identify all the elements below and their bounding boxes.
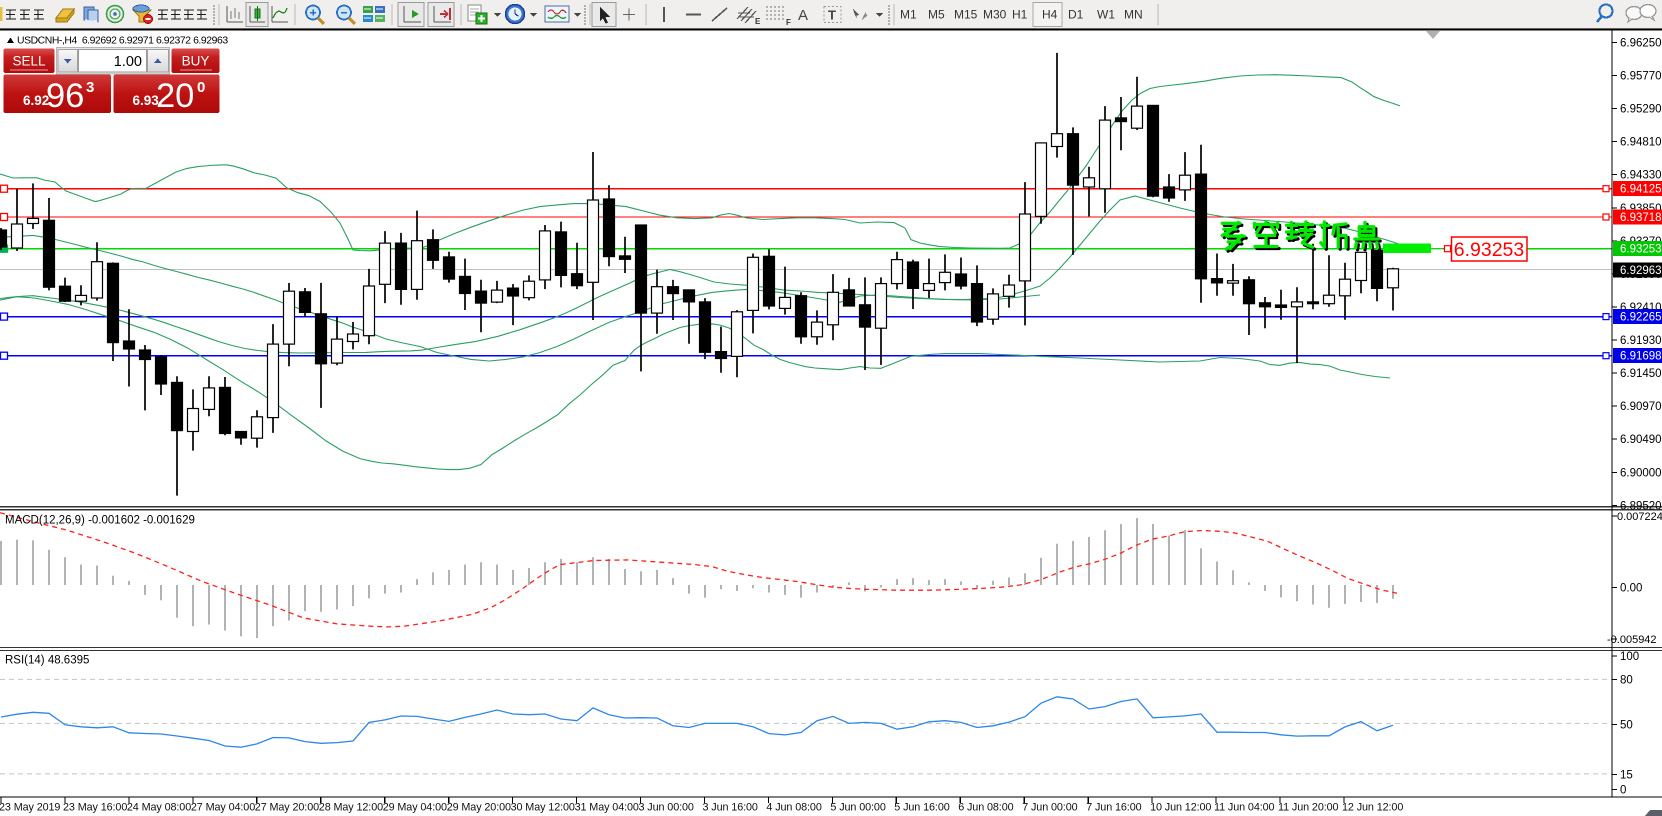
svg-text:6.93253: 6.93253 (1454, 239, 1525, 261)
svg-text:3 Jun 00:00: 3 Jun 00:00 (639, 802, 694, 814)
svg-text:12 Jun 12:00: 12 Jun 12:00 (1342, 802, 1403, 814)
svg-text:30 May 12:00: 30 May 12:00 (511, 802, 575, 814)
svg-text:E: E (755, 17, 761, 26)
svg-text:11 Jun 04:00: 11 Jun 04:00 (1214, 802, 1275, 814)
svg-text:27 May 20:00: 27 May 20:00 (255, 802, 319, 814)
svg-text:6.92: 6.92 (23, 93, 49, 108)
svg-text:6.92265: 6.92265 (1620, 312, 1662, 324)
svg-text:6.91450: 6.91450 (1620, 368, 1662, 380)
svg-text:6.89520: 6.89520 (1620, 500, 1662, 512)
svg-text:50: 50 (1620, 719, 1633, 731)
svg-text:80: 80 (1620, 674, 1633, 686)
svg-text:SELL: SELL (12, 54, 46, 69)
svg-text:6 Jun 08:00: 6 Jun 08:00 (958, 802, 1013, 814)
svg-text:MACD(12,26,9) -0.001602 -0.001: MACD(12,26,9) -0.001602 -0.001629 (5, 515, 195, 527)
svg-text:6.96250: 6.96250 (1620, 37, 1662, 49)
svg-text:28 May 12:00: 28 May 12:00 (319, 802, 383, 814)
svg-text:A: A (798, 7, 808, 24)
svg-text:5 Jun 16:00: 5 Jun 16:00 (894, 802, 949, 814)
svg-text:0: 0 (197, 79, 205, 96)
svg-text:7 Jun 00:00: 7 Jun 00:00 (1022, 802, 1077, 814)
svg-text:M30: M30 (983, 8, 1007, 22)
svg-text:H4: H4 (1042, 8, 1058, 22)
svg-text:H1: H1 (1012, 8, 1028, 22)
svg-text:T: T (828, 8, 836, 23)
svg-text:7 Jun 16:00: 7 Jun 16:00 (1086, 802, 1141, 814)
svg-text:24 May 08:00: 24 May 08:00 (127, 802, 191, 814)
svg-text:31 May 04:00: 31 May 04:00 (575, 802, 639, 814)
svg-text:MN: MN (1124, 8, 1143, 22)
svg-text:6.92963: 6.92963 (1620, 265, 1662, 277)
svg-text:6.93253: 6.93253 (1620, 244, 1662, 256)
svg-text:M5: M5 (928, 8, 945, 22)
svg-text:6.94810: 6.94810 (1620, 137, 1662, 149)
svg-text:6.94125: 6.94125 (1620, 184, 1662, 196)
svg-text:6.91930: 6.91930 (1620, 335, 1662, 347)
svg-text:6.90970: 6.90970 (1620, 401, 1662, 413)
svg-text:23 May 2019: 23 May 2019 (0, 802, 60, 814)
svg-text:3: 3 (86, 79, 94, 96)
svg-text:96: 96 (46, 77, 84, 115)
svg-text:100: 100 (1620, 651, 1639, 663)
svg-text:6.91698: 6.91698 (1620, 351, 1662, 363)
svg-text:0.007224: 0.007224 (1617, 511, 1662, 523)
svg-text:D1: D1 (1068, 8, 1084, 22)
svg-text:5 Jun 00:00: 5 Jun 00:00 (830, 802, 885, 814)
svg-text:6.93718: 6.93718 (1620, 212, 1662, 224)
svg-text:6.95290: 6.95290 (1620, 104, 1662, 116)
svg-text:3 Jun 16:00: 3 Jun 16:00 (703, 802, 758, 814)
svg-text:29 May 20:00: 29 May 20:00 (447, 802, 511, 814)
svg-text:6.90490: 6.90490 (1620, 434, 1662, 446)
svg-text:11 Jun 20:00: 11 Jun 20:00 (1278, 802, 1339, 814)
svg-text:USDCNH-,H4 6.92692 6.92971 6.: USDCNH-,H4 6.92692 6.92971 6.92372 6.929… (17, 36, 228, 47)
svg-text:10 Jun 12:00: 10 Jun 12:00 (1150, 802, 1211, 814)
svg-text:F: F (786, 18, 791, 27)
svg-text:6.94330: 6.94330 (1620, 170, 1662, 182)
svg-text:-0.005942: -0.005942 (1607, 634, 1657, 646)
svg-text:20: 20 (156, 77, 194, 115)
svg-text:1.00: 1.00 (114, 54, 142, 70)
svg-text:W1: W1 (1097, 8, 1115, 22)
svg-text:29 May 04:00: 29 May 04:00 (383, 802, 447, 814)
svg-text:6.93: 6.93 (133, 93, 160, 108)
svg-text:6.95770: 6.95770 (1620, 71, 1662, 83)
svg-text:6.90000: 6.90000 (1620, 467, 1662, 479)
svg-text:0: 0 (1620, 785, 1626, 797)
svg-text:0.00: 0.00 (1620, 582, 1642, 594)
svg-text:M15: M15 (954, 8, 978, 22)
svg-text:4 Jun 08:00: 4 Jun 08:00 (766, 802, 821, 814)
svg-text:M1: M1 (900, 8, 917, 22)
svg-text:15: 15 (1620, 770, 1633, 782)
svg-text:27 May 04:00: 27 May 04:00 (191, 802, 255, 814)
svg-text:23 May 16:00: 23 May 16:00 (63, 802, 127, 814)
svg-text:BUY: BUY (182, 54, 210, 69)
svg-text:RSI(14) 48.6395: RSI(14) 48.6395 (5, 655, 89, 667)
